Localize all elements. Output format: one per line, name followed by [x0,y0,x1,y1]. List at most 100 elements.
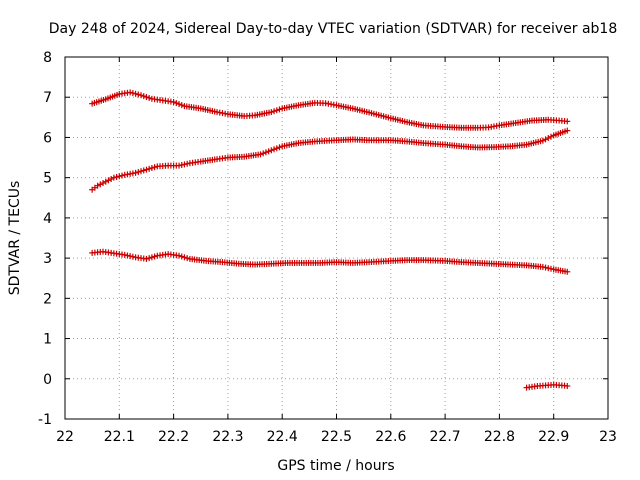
data-point [271,146,278,153]
data-point [143,94,150,101]
data-point [181,161,188,168]
x-tick-labels: 22 22.1 22.2 22.3 22.4 22.5 22.6 22.7 22.8 22.9 23 [56,429,617,445]
data-point [138,92,145,99]
data-point [542,264,549,271]
y-tick-label: 6 [43,130,52,146]
data-point [148,165,155,172]
data-point [110,174,117,181]
data-point [170,99,177,106]
x-tick-label: 22.4 [267,429,298,445]
data-point [184,255,191,262]
data-point [273,145,280,152]
x-tick-label: 22.3 [212,429,243,445]
data-point [140,93,147,100]
data-point [140,167,147,174]
data-point [119,172,126,179]
data-point [132,90,139,97]
x-tick-label: 23 [599,429,617,445]
series-upper [89,89,571,131]
data-point [176,252,183,259]
data-point [178,102,185,109]
axis-ticks [64,56,609,420]
y-tick-label: -1 [38,412,52,428]
data-point [129,90,136,97]
data-point [178,253,185,260]
data-point [127,253,134,260]
data-point [539,263,546,270]
data-point [146,94,153,101]
data-point [564,383,571,390]
data-point [545,265,552,272]
data-point [151,164,158,171]
x-tick-label: 22.7 [430,429,461,445]
data-point [116,173,123,180]
data-point [547,265,554,272]
data-point [564,127,571,134]
data-point [132,169,139,176]
data-point [545,135,552,142]
data-point [181,254,188,261]
data-point [262,149,269,156]
data-point [135,169,142,176]
data-point [138,168,145,175]
x-tick-label: 22.6 [375,429,406,445]
data-point [564,118,571,125]
data-point [547,133,554,140]
data-point [146,165,153,172]
x-tick-label: 22.2 [158,429,189,445]
data-series [89,89,571,391]
y-tick-label: 1 [43,332,52,348]
series-lower [89,248,571,275]
data-point [276,144,283,151]
data-point [127,89,134,96]
x-tick-label: 22.5 [321,429,352,445]
data-point [539,137,546,144]
data-point [178,161,185,168]
data-point [135,91,142,98]
data-point [151,253,158,260]
data-point [273,107,280,114]
data-point [121,251,128,258]
data-point [113,173,120,180]
y-tick-label: 8 [43,50,52,66]
data-point [146,255,153,262]
data-point [176,162,183,169]
y-tick-label: 3 [43,251,52,267]
data-point [268,109,275,116]
data-point [97,181,104,188]
grid-lines [65,57,608,419]
y-tick-label: 2 [43,291,52,307]
data-point [260,150,267,157]
data-point [143,166,150,173]
y-tick-labels: -1 0 1 2 3 4 5 6 7 8 [38,50,52,428]
data-point [268,147,275,154]
x-tick-label: 22.9 [538,429,569,445]
x-tick-label: 22.8 [484,429,515,445]
data-point [276,106,283,113]
y-tick-label: 5 [43,171,52,187]
data-point [94,182,101,189]
data-point [124,252,131,259]
x-tick-label: 22 [56,429,74,445]
chart-title: Day 248 of 2024, Sidereal Day-to-day VTE… [49,21,618,37]
data-point [184,160,191,167]
y-tick-label: 4 [43,211,52,227]
x-tick-label: 22.1 [104,429,135,445]
data-point [564,268,571,275]
data-point [100,180,107,187]
y-tick-label: 0 [43,372,52,388]
y-axis-label: SDTVAR / TECUs [7,181,23,296]
data-point [173,100,180,107]
data-point [129,253,136,260]
data-point [143,255,150,262]
data-point [102,178,109,185]
x-axis-label: GPS time / hours [277,458,394,474]
data-point [265,148,272,155]
data-point [108,176,115,183]
data-point [105,177,112,184]
data-point [176,101,183,108]
data-point [257,151,264,158]
y-tick-label: 7 [43,90,52,106]
data-point [271,108,278,115]
